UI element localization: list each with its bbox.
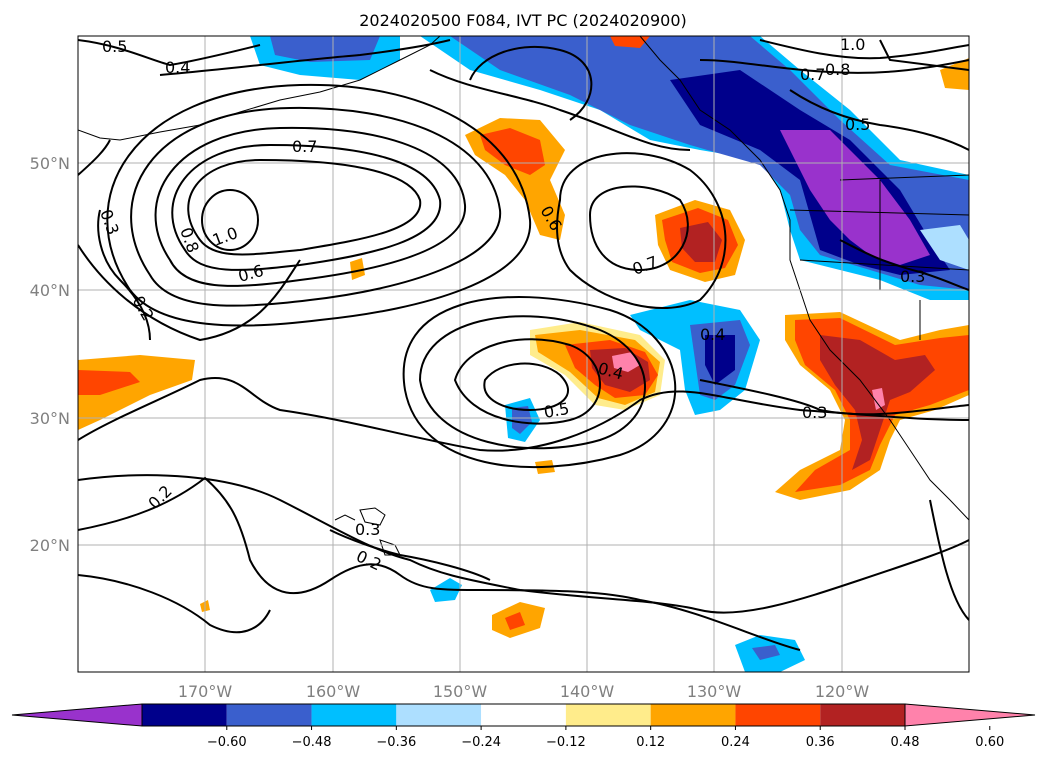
contour-eye-1 — [588, 185, 689, 272]
contour-center-3 — [418, 315, 646, 450]
ivt-contours — [78, 39, 969, 651]
contour-north-2 — [159, 39, 451, 76]
latitude-labels: 50°N 40°N 30°N 20°N — [30, 154, 70, 555]
colorbar-tick-label: 0.60 — [975, 735, 1004, 750]
contour-north-6 — [759, 39, 969, 60]
colorbar-swatch — [820, 704, 905, 726]
colorbar-swatch — [396, 704, 482, 726]
coastlines — [78, 36, 969, 556]
lat-label-30: 30°N — [30, 409, 70, 428]
negative-anomaly-mid-3 — [705, 335, 735, 385]
positive-anomaly-small-3b — [505, 612, 525, 630]
contour-north-8 — [839, 239, 969, 291]
gridlines — [78, 36, 969, 672]
negative-anomaly-nw-coast-4 — [780, 130, 930, 265]
colorbar-tick-label: −0.60 — [207, 735, 247, 750]
us-state-borders — [789, 174, 969, 340]
positive-anomaly-california-4 — [872, 388, 885, 410]
contour-label: 0.5 — [845, 115, 870, 134]
lon-label-150w: 150°W — [433, 682, 488, 701]
contour-big-4 — [78, 476, 801, 651]
contour-label: 0.3 — [900, 267, 925, 286]
contour-big-2 — [78, 377, 969, 452]
contour-left-1 — [78, 139, 151, 341]
negative-anomaly-small-3b — [752, 645, 780, 660]
lat-label-50: 50°N — [30, 154, 70, 173]
map-area: 0.5 0.4 0.7 0.3 0.8 1.0 0.6 0.2 0.7 0.6 … — [78, 35, 969, 672]
colorbar-swatch — [311, 704, 397, 726]
contour-label: 1.0 — [840, 35, 865, 54]
contour-ne-1 — [879, 39, 969, 71]
colorbar-tick-label: 0.12 — [636, 735, 665, 750]
contour-center-2 — [453, 338, 601, 425]
positive-anomaly-small-1 — [350, 258, 365, 280]
positive-anomaly-center-3 — [680, 222, 722, 262]
contour-label: 0.5 — [542, 399, 570, 422]
negative-anomaly-small-1b — [512, 406, 532, 434]
positive-anomaly-sub-5 — [612, 352, 640, 372]
map-title: 2024020500 F084, IVT PC (2024020900) — [359, 11, 687, 30]
longitude-labels: 170°W 160°W 150°W 140°W 130°W 120°W — [178, 682, 870, 701]
contour-label: 0.4 — [165, 58, 190, 77]
map-frame — [77, 35, 970, 673]
contour-label: 0.8 — [825, 60, 850, 79]
negative-anomaly-small-4 — [920, 225, 969, 270]
positive-anomaly-west-2 — [78, 370, 140, 395]
contour-loop-4 — [154, 126, 467, 287]
alaska-aleutian-coastline — [78, 36, 441, 141]
contour-big-1 — [78, 244, 301, 342]
colorbar-swatch — [142, 704, 227, 726]
lat-label-20: 20°N — [30, 536, 70, 555]
colorbar-swatch — [226, 704, 312, 726]
colorbar-swatch — [735, 704, 821, 726]
contour-north-1 — [78, 39, 261, 67]
contour-big-5 — [78, 574, 271, 634]
north-america-coastline — [639, 36, 969, 521]
contour-north-4 — [469, 45, 593, 121]
contour-north-5 — [699, 59, 969, 74]
positive-anomaly-top-mid — [610, 36, 650, 48]
lon-label-120w: 120°W — [815, 682, 870, 701]
contour-label: 0.4 — [700, 325, 725, 344]
contour-center-1 — [483, 362, 570, 412]
lat-label-40: 40°N — [30, 281, 70, 300]
lon-label-160w: 160°W — [306, 682, 361, 701]
contour-label: 0.7 — [800, 65, 825, 84]
contour-hawaii-1 — [329, 529, 491, 581]
contour-center-4 — [402, 296, 677, 469]
colorbar-tick-label: 0.48 — [891, 735, 920, 750]
colorbar-tick-label: −0.12 — [546, 735, 586, 750]
colorbar-extend-high — [904, 703, 1036, 727]
colorbar-tick-label: −0.24 — [461, 735, 501, 750]
contour-loop-1 — [201, 189, 259, 251]
contour-label: 0.7 — [292, 137, 317, 156]
colorbar-tick-label: −0.48 — [292, 735, 332, 750]
colorbar-tick-label: 0.36 — [806, 735, 835, 750]
colorbar-swatch — [481, 704, 566, 726]
lon-label-170w: 170°W — [178, 682, 233, 701]
colorbar: −0.60 −0.48 −0.36 −0.24 −0.12 0.12 0.24 0.36 0.4… — [11, 703, 1036, 750]
colorbar-swatch — [650, 704, 736, 726]
colorbar-extend-low — [11, 703, 143, 727]
contour-eye-2 — [556, 152, 727, 309]
lon-label-140w: 140°W — [560, 682, 615, 701]
colorbar-swatch — [565, 704, 651, 726]
colorbar-tick-label: −0.36 — [376, 735, 416, 750]
contour-north-3 — [429, 69, 691, 151]
contour-loop-6 — [106, 83, 532, 327]
contour-label: 0.3 — [355, 520, 380, 539]
colorbar-tick-label: 0.24 — [721, 735, 750, 750]
colorbar-frame — [141, 703, 906, 727]
contour-label: 0.3 — [802, 403, 827, 422]
lon-label-130w: 130°W — [687, 682, 742, 701]
contour-north-7 — [789, 89, 969, 151]
contour-loop-2 — [187, 158, 422, 256]
contour-label: 0.5 — [102, 37, 127, 56]
contour-se-1 — [699, 379, 969, 416]
contour-se-2 — [929, 499, 969, 621]
contour-loop-3 — [171, 143, 442, 271]
positive-anomaly-top-ne — [940, 58, 969, 90]
